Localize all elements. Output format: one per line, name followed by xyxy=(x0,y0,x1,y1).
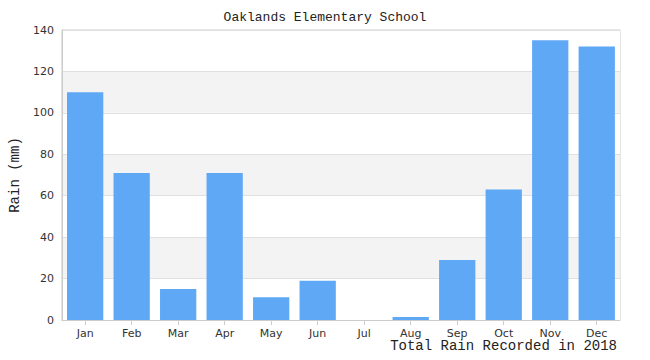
svg-text:120: 120 xyxy=(33,65,54,78)
svg-text:Jun: Jun xyxy=(308,327,326,340)
svg-text:May: May xyxy=(260,327,283,340)
svg-text:Oct: Oct xyxy=(494,327,514,340)
svg-text:80: 80 xyxy=(40,148,54,161)
svg-text:Aug: Aug xyxy=(400,327,422,340)
svg-text:40: 40 xyxy=(40,231,54,244)
svg-text:Nov: Nov xyxy=(539,327,561,340)
svg-text:Jan: Jan xyxy=(76,327,94,340)
svg-text:Apr: Apr xyxy=(215,327,235,340)
svg-text:20: 20 xyxy=(40,272,54,285)
svg-text:Dec: Dec xyxy=(586,327,608,340)
svg-text:0: 0 xyxy=(47,314,54,327)
svg-text:Jul: Jul xyxy=(357,327,371,340)
svg-text:Oaklands Elementary School: Oaklands Elementary School xyxy=(224,10,427,25)
svg-text:140: 140 xyxy=(33,24,54,37)
svg-text:Feb: Feb xyxy=(122,327,141,340)
svg-text:Total Rain Recorded in 2018: Total Rain Recorded in 2018 xyxy=(390,338,617,354)
svg-text:60: 60 xyxy=(40,189,54,202)
svg-text:Rain (mm): Rain (mm) xyxy=(7,137,23,213)
svg-text:Mar: Mar xyxy=(168,327,189,340)
svg-text:Sep: Sep xyxy=(446,327,468,340)
svg-text:100: 100 xyxy=(33,106,54,119)
